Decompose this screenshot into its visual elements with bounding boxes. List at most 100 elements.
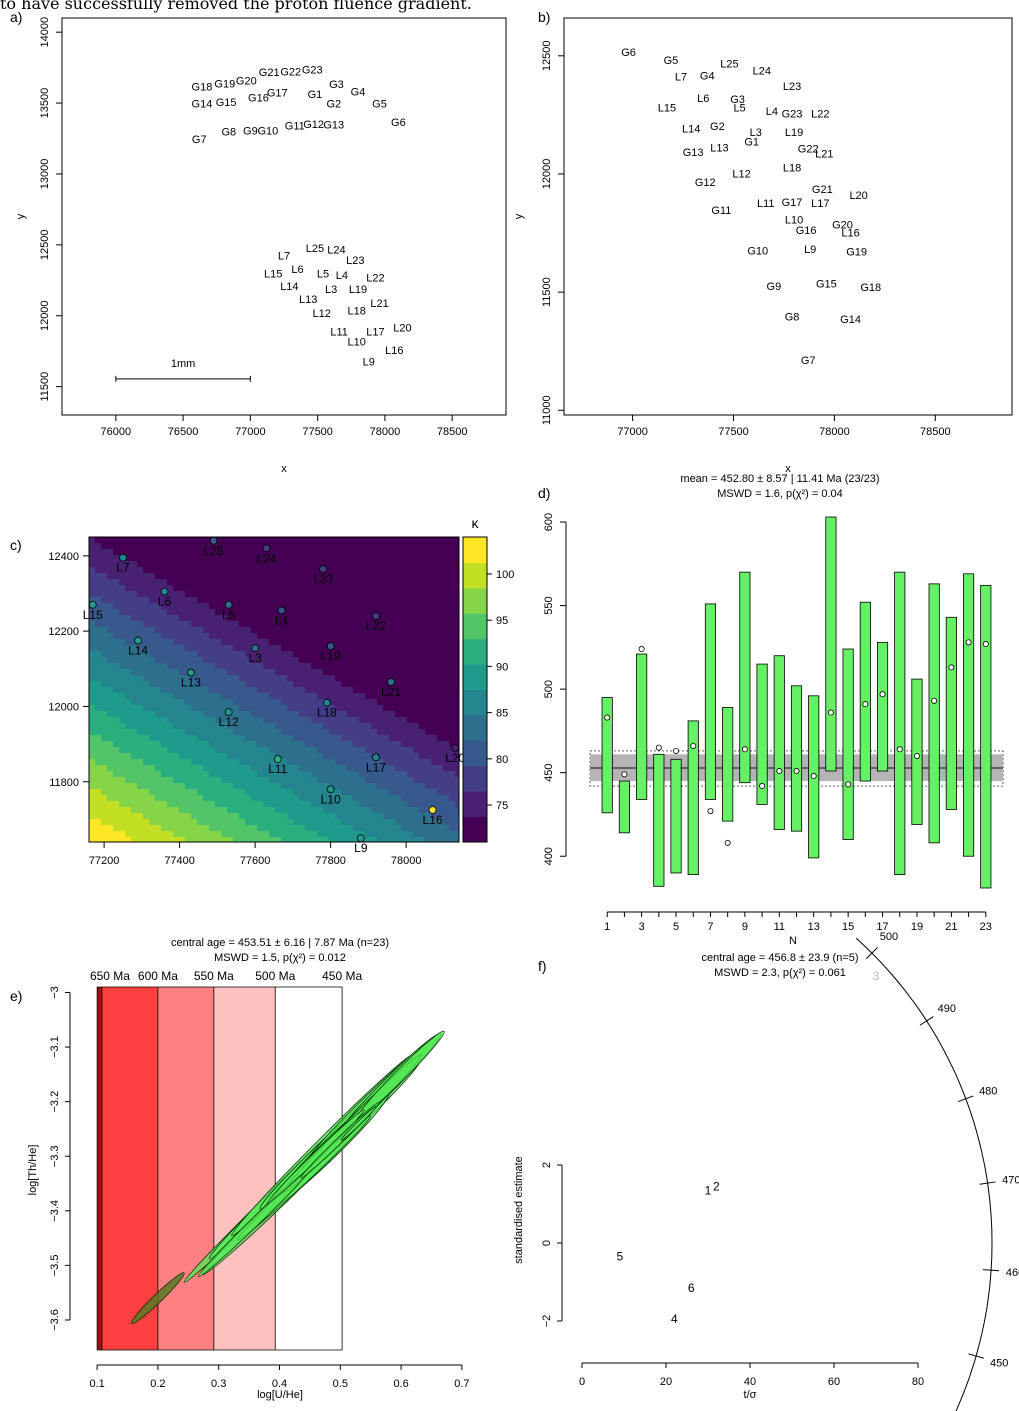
heatmap-cell — [347, 573, 354, 580]
heatmap-cell — [311, 663, 318, 670]
heatmap-cell — [245, 783, 252, 790]
heatmap-cell — [281, 555, 288, 562]
heatmap-cell — [167, 537, 174, 544]
heatmap-cell — [287, 663, 294, 670]
heatmap-cell — [443, 789, 450, 796]
heatmap-cell — [137, 747, 144, 754]
heatmap-cell — [167, 729, 174, 736]
heatmap-cell — [203, 699, 210, 706]
heatmap-cell — [299, 627, 306, 634]
heatmap-cell — [299, 573, 306, 580]
point-label: L18 — [783, 163, 801, 175]
heatmap-cell — [383, 651, 390, 658]
heatmap-cell — [323, 621, 330, 628]
heatmap-cell — [317, 609, 324, 616]
heatmap-cell — [287, 747, 294, 754]
x-tick-label: 78000 — [370, 426, 401, 438]
heatmap-cell — [263, 585, 270, 592]
heatmap-cell — [143, 687, 150, 694]
heatmap-cell — [251, 603, 258, 610]
heatmap-cell — [377, 825, 384, 832]
heatmap-cell — [401, 753, 408, 760]
heatmap-cell — [107, 579, 114, 586]
heatmap-cell — [425, 555, 432, 562]
heatmap-cell — [311, 759, 318, 766]
heatmap-cell — [113, 819, 120, 826]
heatmap-cell — [107, 819, 114, 826]
heatmap-cell — [119, 765, 126, 772]
heatmap-cell — [449, 573, 456, 580]
heatmap-cell — [191, 765, 198, 772]
heatmap-cell — [341, 795, 348, 802]
heatmap-cell — [377, 747, 384, 754]
x-tick-label: 3 — [639, 921, 645, 933]
heatmap-cell — [221, 585, 228, 592]
heatmap-cell — [425, 597, 432, 604]
heatmap-cell — [341, 561, 348, 568]
heatmap-cell — [107, 561, 114, 568]
heatmap-cell — [143, 681, 150, 688]
heatmap-cell — [431, 645, 438, 652]
heatmap-cell — [257, 639, 264, 646]
heatmap-cell — [275, 783, 282, 790]
heatmap-cell — [449, 681, 456, 688]
heatmap-cell — [353, 759, 360, 766]
heatmap-cell — [149, 801, 156, 808]
heatmap-cell — [425, 831, 432, 838]
heatmap-cell — [125, 549, 132, 556]
heatmap-cell — [149, 675, 156, 682]
heatmap-cell — [407, 753, 414, 760]
heatmap-cell — [347, 813, 354, 820]
panel-c: 77200 77400 77600 77800 78000118001200012200… — [10, 515, 514, 867]
heatmap-cell — [107, 555, 114, 562]
heatmap-cell — [377, 543, 384, 550]
heatmap-cell — [341, 825, 348, 832]
heatmap-cell — [179, 585, 186, 592]
heatmap-cell — [419, 759, 426, 766]
panel-e: e)central age = 453.51 ± 6.16 | 7.87 Ma … — [10, 937, 470, 1401]
heatmap-cell — [437, 537, 444, 544]
heatmap-cell — [173, 765, 180, 772]
heatmap-cell — [395, 543, 402, 550]
heatmap-cell — [173, 609, 180, 616]
heatmap-cell — [245, 705, 252, 712]
heatmap-cell — [167, 783, 174, 790]
heatmap-cell — [281, 735, 288, 742]
heatmap-cell — [173, 615, 180, 622]
heatmap-cell — [215, 567, 222, 574]
heatmap-cell — [227, 795, 234, 802]
heatmap-cell — [407, 567, 414, 574]
heatmap-cell — [419, 789, 426, 796]
heatmap-cell — [311, 651, 318, 658]
heatmap-cell — [257, 783, 264, 790]
heatmap-cell — [149, 555, 156, 562]
age-point — [846, 782, 851, 787]
heatmap-cell — [425, 693, 432, 700]
heatmap-cell — [113, 765, 120, 772]
heatmap-cell — [359, 711, 366, 718]
heatmap-cell — [203, 639, 210, 646]
heatmap-cell — [323, 813, 330, 820]
heatmap-cell — [101, 657, 108, 664]
heatmap-cell — [311, 765, 318, 772]
heatmap-cell — [365, 783, 372, 790]
heatmap-cell — [173, 639, 180, 646]
heatmap-cell — [371, 729, 378, 736]
point-label: L3 — [325, 284, 337, 296]
heatmap-cell — [395, 621, 402, 628]
heatmap-cell — [107, 723, 114, 730]
heatmap-cell — [377, 669, 384, 676]
heatmap-cell — [449, 555, 456, 562]
heatmap-cell — [275, 723, 282, 730]
point-label: 4 — [671, 1312, 678, 1326]
heatmap-cell — [287, 579, 294, 586]
x-tick-label: 76500 — [168, 426, 199, 438]
heatmap-cell — [317, 669, 324, 676]
heatmap-cell — [347, 801, 354, 808]
age-point — [794, 768, 799, 773]
heatmap-cell — [149, 657, 156, 664]
heatmap-cell — [359, 597, 366, 604]
heatmap-cell — [107, 699, 114, 706]
heatmap-cell — [401, 729, 408, 736]
heatmap-cell — [179, 759, 186, 766]
